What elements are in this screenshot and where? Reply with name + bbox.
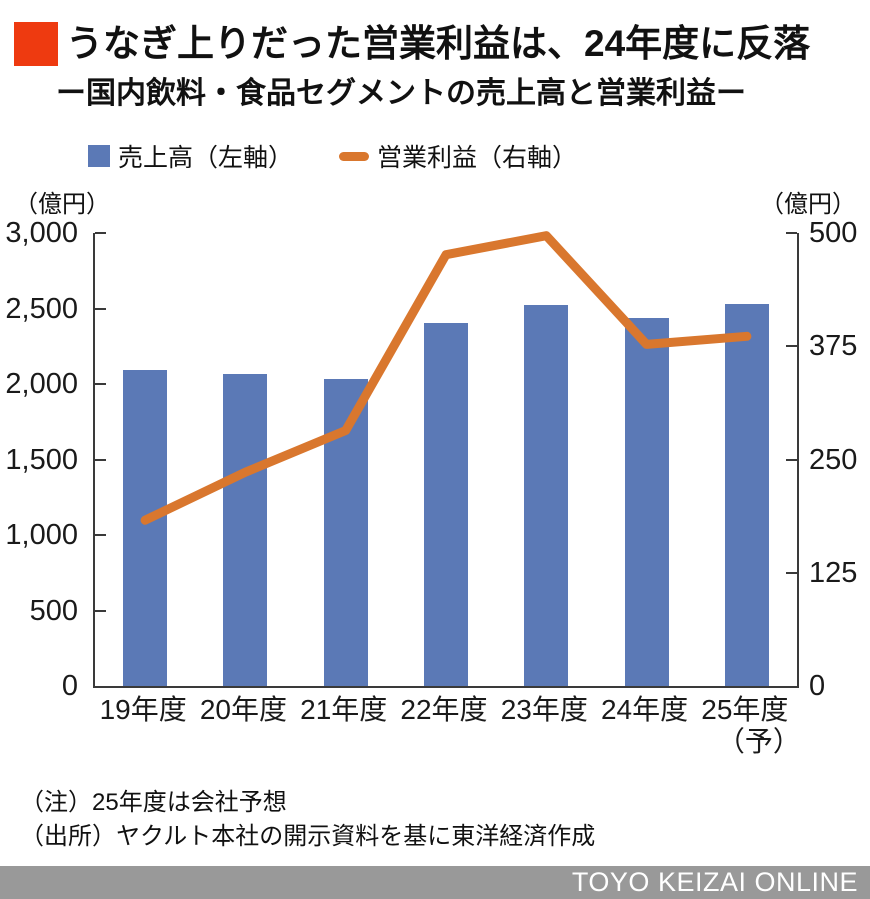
left-axis-tick-label: 2,500 <box>5 292 78 325</box>
profit-swatch-icon <box>339 151 370 161</box>
line-series <box>140 231 752 525</box>
bar-column <box>596 233 696 686</box>
bar-column <box>396 233 496 686</box>
sales-bar <box>624 318 669 686</box>
left-axis-tick <box>95 458 106 461</box>
source-line: （出所）ヤクルト本社の開示資料を基に東洋経済作成 <box>20 823 596 850</box>
sales-swatch-icon <box>88 145 110 167</box>
left-axis-tick-label: 3,000 <box>5 217 78 249</box>
left-axis-tick-label: 1,000 <box>5 519 78 551</box>
footer-bar: TOYO KEIZAI ONLINE <box>0 866 870 899</box>
x-axis-label: 19年度 <box>99 694 187 725</box>
right-axis-tick <box>786 232 797 234</box>
chart-area: （億円） （億円） 19年度 20年度 21年度 22年度 23年度 24年度 25年度 （予… <box>0 180 870 770</box>
brand-text: TOYO KEIZAI ONLINE <box>571 867 858 897</box>
chart-title: うなぎ上りだった営業利益は、24年度に反落 <box>66 23 811 64</box>
right-axis-unit-label: （億円） <box>760 191 856 218</box>
red-accent-square <box>14 22 58 66</box>
bar-column <box>195 233 295 686</box>
notes: （注）25年度は会社予想 （出所）ヤクルト本社の開示資料を基に東洋経済作成 <box>20 786 595 854</box>
left-axis-tick <box>95 307 106 310</box>
profit-line <box>140 231 752 525</box>
forecast-suffix-label: （予） <box>716 726 801 757</box>
right-axis-tick <box>786 458 797 461</box>
x-axis-label: 20年度 <box>199 694 287 725</box>
left-axis-tick-label: 500 <box>29 594 78 627</box>
legend-profit-label: 営業利益（右軸） <box>377 144 578 172</box>
chart-header: うなぎ上りだった営業利益は、24年度に反落 ー国内飲料・食品セグメントの売上高と… <box>14 20 856 112</box>
sales-bar <box>524 304 569 686</box>
right-axis-tick-label: 375 <box>809 330 858 363</box>
left-axis-unit-label: （億円） <box>14 191 110 218</box>
bar-column <box>95 233 195 686</box>
left-axis-tick-label: 0 <box>61 670 78 702</box>
bar-series <box>95 233 797 686</box>
right-axis-tick-label: 250 <box>809 443 858 476</box>
note-line: （注）25年度は会社予想 <box>20 789 287 816</box>
x-axis-label: 21年度 <box>300 694 388 725</box>
bar-column <box>496 233 596 686</box>
left-axis-tick <box>95 534 106 536</box>
chart-subtitle: ー国内飲料・食品セグメントの売上高と営業利益ー <box>56 77 746 110</box>
right-axis-tick <box>786 345 797 348</box>
legend-item-profit: 営業利益（右軸） <box>339 138 577 174</box>
legend-sales-label: 売上高（左軸） <box>118 144 294 172</box>
x-axis-label: 22年度 <box>400 694 488 725</box>
right-axis-tick-label: 0 <box>809 670 826 702</box>
left-axis-tick <box>95 383 106 385</box>
sales-bar <box>724 304 769 686</box>
legend: 売上高（左軸） 営業利益（右軸） <box>88 138 577 174</box>
sales-bar <box>223 373 268 686</box>
title-row: うなぎ上りだった営業利益は、24年度に反落 <box>14 20 856 68</box>
x-axis-label: 24年度 <box>600 694 689 725</box>
right-axis-tick <box>786 571 797 574</box>
bar-column <box>697 233 797 686</box>
plot-area <box>93 231 799 688</box>
sales-bar <box>423 323 468 686</box>
right-axis-tick-label: 125 <box>809 556 858 589</box>
right-axis-tick-label: 500 <box>809 217 858 249</box>
x-axis-label: 25年度 （予） <box>695 694 801 758</box>
x-axis-labels: 19年度 20年度 21年度 22年度 23年度 24年度 25年度 （予） <box>93 694 801 758</box>
left-axis-tick <box>95 232 106 234</box>
left-axis-tick-label: 1,500 <box>5 443 78 476</box>
legend-item-sales: 売上高（左軸） <box>88 138 293 174</box>
left-axis-tick-label: 2,000 <box>5 368 78 400</box>
sales-bar <box>123 370 168 686</box>
x-axis-label: 23年度 <box>500 694 588 725</box>
left-axis-tick <box>95 609 106 612</box>
